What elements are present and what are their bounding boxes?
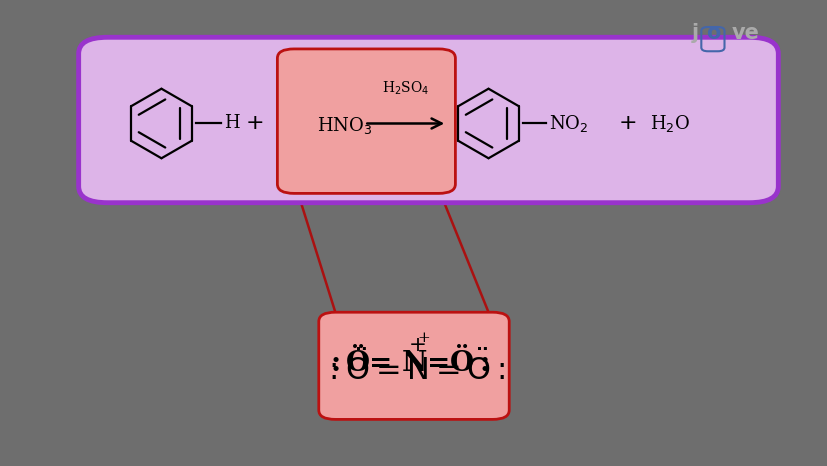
Text: =: =	[369, 350, 392, 377]
Text: $\mathdefault{:\ddot{O}{=}\overset{+}{N}{=}\ddot{O}:}$: $\mathdefault{:\ddot{O}{=}\overset{+}{N}…	[323, 341, 504, 386]
Text: j: j	[691, 23, 698, 42]
Text: H$_2$SO$_4$: H$_2$SO$_4$	[381, 80, 429, 97]
Text: +: +	[246, 114, 264, 133]
Text: HNO$_3$: HNO$_3$	[317, 115, 372, 137]
Text: =: =	[427, 350, 450, 377]
FancyBboxPatch shape	[277, 49, 455, 193]
Text: +: +	[618, 114, 636, 133]
FancyBboxPatch shape	[318, 312, 509, 419]
Text: o: o	[705, 23, 719, 42]
Text: H: H	[223, 115, 239, 132]
Text: :: :	[330, 350, 340, 377]
Text: H$_2$O: H$_2$O	[649, 113, 689, 134]
Text: :: :	[479, 350, 489, 377]
Text: Ö: Ö	[345, 350, 370, 377]
Text: N: N	[401, 350, 426, 377]
Text: ve: ve	[731, 23, 759, 42]
Text: +: +	[417, 331, 430, 345]
FancyBboxPatch shape	[79, 37, 777, 203]
Text: Ö: Ö	[449, 350, 474, 377]
Text: NO$_2$: NO$_2$	[548, 113, 588, 134]
